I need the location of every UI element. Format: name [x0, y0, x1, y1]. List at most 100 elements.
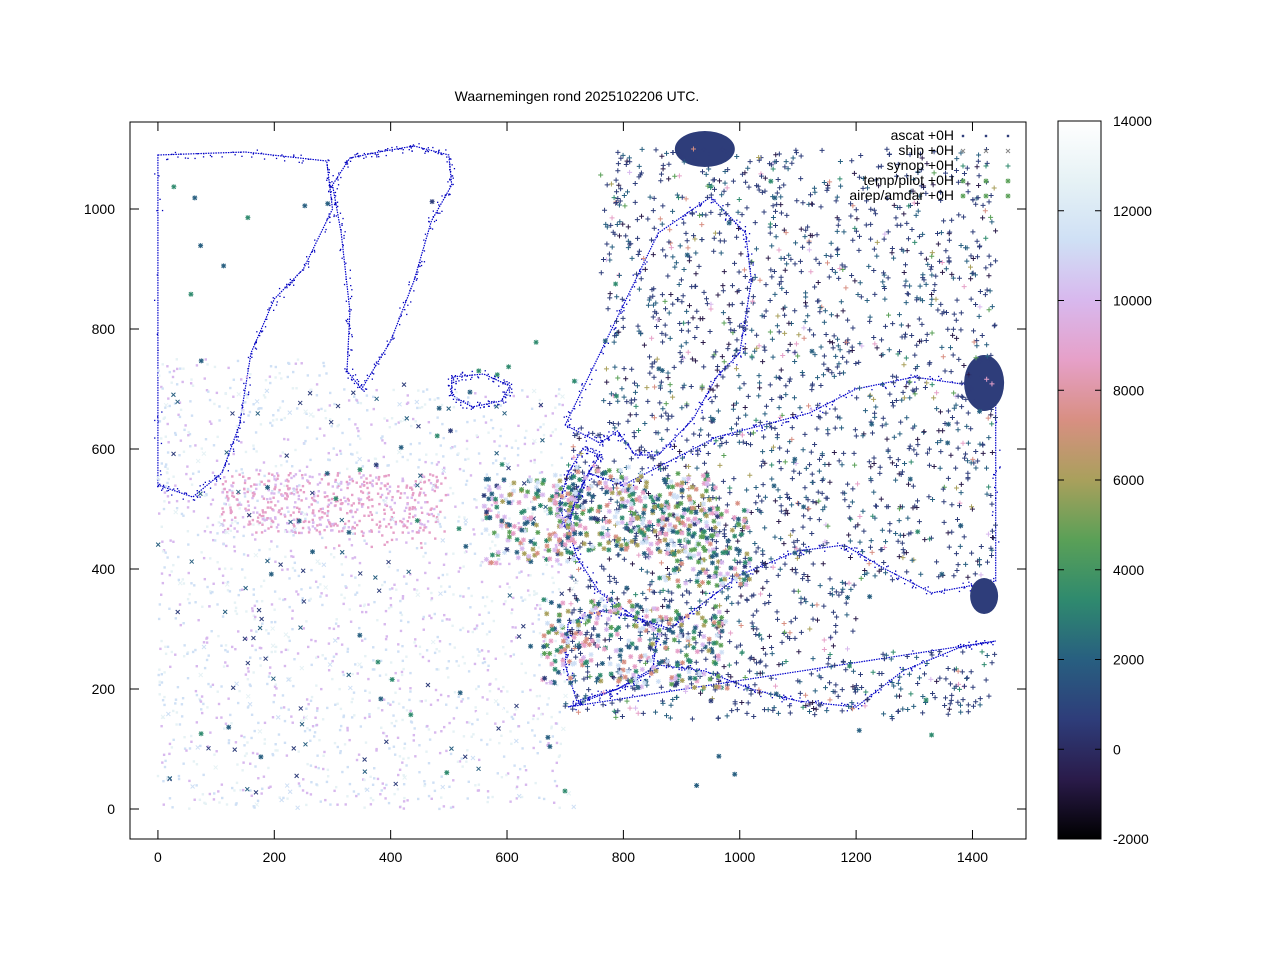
synop-marker: [872, 573, 878, 579]
coastline-dot: [577, 557, 579, 560]
coastline-dot: [761, 563, 763, 565]
synop-marker: [739, 171, 745, 177]
coastline-dot: [196, 490, 198, 492]
synop-marker: [837, 415, 843, 421]
ascat-marker: [273, 492, 276, 495]
ascat-marker: [414, 638, 417, 641]
ascat-marker: [310, 695, 314, 699]
coastline-dot: [577, 547, 579, 550]
coastline-dot: [593, 704, 595, 706]
ascat-marker: [309, 764, 313, 767]
ascat-marker: [430, 591, 433, 595]
ascat-marker: [249, 373, 252, 376]
ascat-marker: [490, 503, 494, 507]
ascat-marker: [246, 487, 250, 491]
ascat-marker: [270, 603, 274, 606]
coastline-dot: [734, 681, 737, 683]
ascat-marker: [346, 729, 349, 732]
coastline-dot: [994, 486, 996, 489]
coastline-dot: [161, 489, 163, 491]
coastline-dot: [712, 594, 714, 596]
ascat-marker: [337, 484, 340, 487]
coastline-dot: [787, 421, 790, 423]
ascat-marker: [241, 516, 245, 519]
coastline-dot: [390, 339, 392, 341]
ascat-marker: [318, 530, 321, 534]
ascat-marker: [220, 783, 224, 786]
synop-marker: [782, 312, 788, 318]
ascat-marker: [373, 767, 376, 770]
coastline-dot: [249, 377, 251, 379]
ascat-marker: [385, 734, 388, 738]
ascat-marker: [503, 457, 506, 460]
coastline-dot: [508, 391, 511, 393]
ascat-marker: [245, 610, 248, 613]
ascat-marker: [479, 564, 482, 567]
ascat-marker: [367, 495, 371, 499]
ascat-marker: [437, 460, 440, 464]
ascat-marker: [340, 593, 343, 596]
synop-marker: [946, 544, 952, 550]
coastline-dot: [602, 353, 604, 355]
coastline-dot: [586, 447, 589, 449]
ascat-marker: [235, 612, 239, 616]
coastline-dot: [710, 396, 712, 398]
ascat-marker: [189, 477, 192, 481]
ascat-marker: [167, 397, 170, 400]
ascat-marker: [403, 796, 406, 800]
synop-marker: [721, 320, 727, 326]
coastline-dot: [371, 378, 373, 380]
ascat-marker: [164, 551, 167, 554]
ascat-marker: [263, 738, 267, 741]
coastline-dot: [251, 356, 253, 358]
synop-marker: [889, 246, 895, 252]
coastline-dot: [903, 673, 905, 676]
coastline-dot: [466, 375, 468, 377]
coastline-dot: [574, 465, 576, 467]
ascat-marker: [199, 700, 203, 703]
ascat-marker: [393, 792, 396, 796]
coastline-dot: [609, 689, 611, 691]
ascat-marker: [212, 444, 216, 447]
synop-marker: [837, 265, 843, 271]
ascat-marker: [164, 645, 167, 649]
ascat-marker: [394, 691, 397, 694]
ascat-marker: [494, 544, 497, 547]
coastline-dot: [912, 650, 914, 652]
coastline-dot: [995, 497, 997, 499]
coastline-dot: [452, 183, 454, 186]
ascat-marker: [239, 788, 242, 792]
ascat-marker: [428, 738, 432, 741]
ascat-marker: [324, 409, 327, 412]
ascat-marker: [209, 731, 212, 734]
coastline-dot: [324, 231, 326, 233]
ascat-marker: [540, 653, 543, 656]
ascat-marker: [397, 773, 400, 777]
synop-marker: [849, 499, 855, 505]
coastline-dot: [874, 566, 876, 568]
coastline-dot: [260, 330, 262, 332]
ascat-marker: [346, 726, 349, 730]
coastline-dot: [924, 587, 926, 589]
synop-marker: [809, 479, 815, 485]
ascat-marker: [267, 632, 270, 635]
coastline-dot: [450, 170, 452, 173]
synop-marker: [871, 207, 877, 213]
ascat-marker: [489, 738, 492, 741]
coastline-dot: [452, 394, 455, 396]
coastline-dot: [785, 557, 787, 559]
ascat-marker: [317, 490, 320, 493]
ascat-marker: [390, 515, 394, 519]
ascat-marker: [346, 511, 349, 515]
ascat-marker: [333, 547, 336, 550]
coastline-dot: [656, 668, 658, 670]
synop-marker: [744, 285, 750, 291]
ascat-marker: [275, 418, 278, 421]
ascat-marker: [225, 495, 229, 498]
synop-marker: [704, 194, 710, 200]
ascat-marker: [405, 486, 408, 489]
synop-marker: [988, 262, 994, 268]
ascat-marker: [387, 801, 391, 805]
ascat-marker: [194, 444, 197, 447]
ascat-marker: [276, 477, 279, 480]
